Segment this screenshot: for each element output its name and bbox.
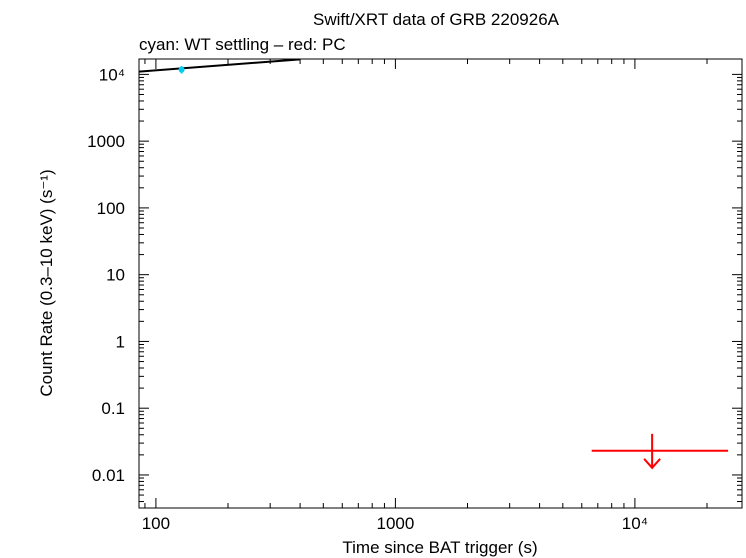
- x-axis-label: Time since BAT trigger (s): [342, 538, 537, 557]
- y-tick-label: 10⁴: [99, 65, 125, 84]
- y-tick-label: 10: [106, 266, 125, 285]
- y-tick-label: 100: [97, 199, 125, 218]
- x-tick-label: 10⁴: [622, 514, 648, 533]
- y-tick-label: 1000: [87, 132, 125, 151]
- y-axis-label: Count Rate (0.3–10 keV) (s⁻¹): [37, 169, 56, 396]
- x-tick-label: 100: [142, 514, 170, 533]
- y-tick-label: 1: [116, 332, 125, 351]
- plot-frame: [138, 58, 743, 509]
- chart-subtitle: cyan: WT settling – red: PC: [139, 35, 346, 54]
- y-tick-label: 0.1: [101, 399, 125, 418]
- wt-data-point: [178, 66, 185, 73]
- chart-title: Swift/XRT data of GRB 220926A: [313, 10, 560, 29]
- y-tick-label: 0.01: [92, 466, 125, 485]
- axis-ticks: 100 1000 10⁴ 0.01 0.1 1 10 100 1000 10⁴: [87, 59, 742, 533]
- model-fit-line: [139, 59, 301, 73]
- pc-upper-limit-arrowhead: [643, 458, 661, 470]
- x-tick-label: 1000: [376, 514, 414, 533]
- data-marks: [139, 59, 729, 470]
